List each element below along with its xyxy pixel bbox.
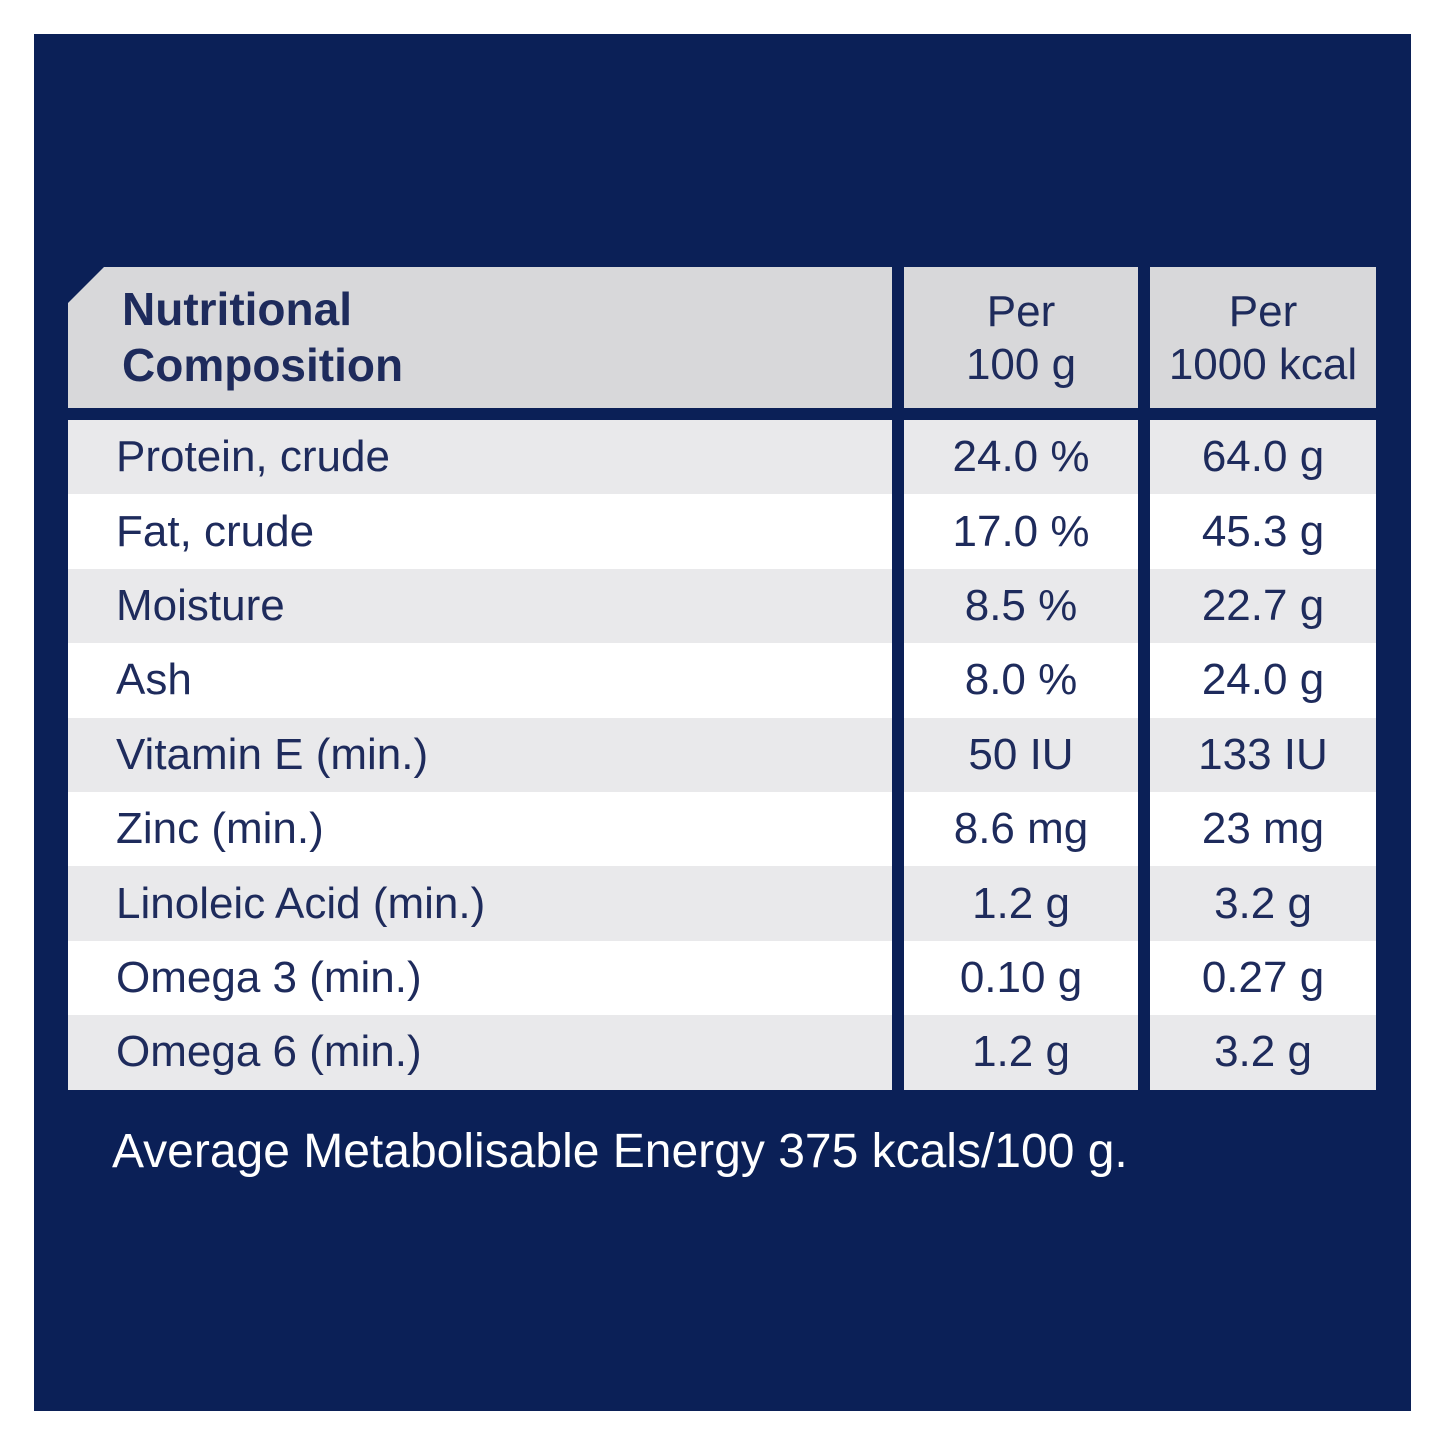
table-row-linoleic-acid: Linoleic Acid (min.) 1.2 g 3.2 g (68, 866, 1376, 941)
row-value-per-1000kcal: 23 mg (1150, 791, 1376, 867)
row-label: Zinc (min.) (68, 791, 892, 867)
row-label: Linoleic Acid (min.) (68, 866, 892, 941)
row-label: Omega 3 (min.) (68, 940, 892, 1016)
table-row-omega-6: Omega 6 (min.) 1.2 g 3.2 g (68, 1015, 1376, 1090)
row-value-per-1000kcal: 3.2 g (1150, 866, 1376, 941)
row-value-per-100g: 1.2 g (904, 1015, 1138, 1090)
column-header-per-100g-line2: 100 g (965, 339, 1077, 389)
row-label: Moisture (68, 568, 892, 644)
row-value-per-1000kcal: 133 IU (1150, 717, 1376, 792)
row-label: Ash (68, 643, 892, 718)
row-value-per-100g: 24.0 % (904, 420, 1138, 495)
table-row-zinc: Zinc (min.) 8.6 mg 23 mg (68, 791, 1376, 867)
row-value-per-100g: 1.2 g (904, 866, 1138, 941)
row-value-per-1000kcal: 45.3 g (1150, 494, 1376, 569)
nutrition-table: Nutritional Composition Per 100 g Per 10… (68, 267, 1376, 1090)
row-value-per-100g: 50 IU (904, 717, 1138, 792)
column-header-per-100g-line1: Per (986, 286, 1056, 336)
row-value-per-100g: 8.6 mg (904, 791, 1138, 867)
column-header-per-1000kcal-line2: 1000 kcal (1168, 339, 1358, 389)
column-header-per-1000kcal-line1: Per (1228, 286, 1298, 336)
row-value-per-100g: 17.0 % (904, 494, 1138, 569)
column-header-per-1000kcal: Per 1000 kcal (1150, 267, 1376, 408)
table-row-ash: Ash 8.0 % 24.0 g (68, 643, 1376, 718)
metabolisable-energy-note: Average Metabolisable Energy 375 kcals/1… (112, 1125, 1128, 1178)
table-title: Nutritional Composition (68, 267, 892, 408)
row-value-per-1000kcal: 24.0 g (1150, 643, 1376, 718)
table-row-protein: Protein, crude 24.0 % 64.0 g (68, 420, 1376, 495)
table-row-vitamin-e: Vitamin E (min.) 50 IU 133 IU (68, 717, 1376, 792)
row-value-per-1000kcal: 64.0 g (1150, 420, 1376, 495)
row-value-per-1000kcal: 0.27 g (1150, 940, 1376, 1016)
row-value-per-100g: 0.10 g (904, 940, 1138, 1016)
row-value-per-1000kcal: 22.7 g (1150, 568, 1376, 644)
row-label: Fat, crude (68, 494, 892, 569)
table-title-line1: Nutritional (122, 283, 352, 335)
table-row-moisture: Moisture 8.5 % 22.7 g (68, 568, 1376, 644)
table-header-row: Nutritional Composition Per 100 g Per 10… (68, 267, 1376, 408)
table-row-omega-3: Omega 3 (min.) 0.10 g 0.27 g (68, 940, 1376, 1016)
row-value-per-1000kcal: 3.2 g (1150, 1015, 1376, 1090)
row-value-per-100g: 8.0 % (904, 643, 1138, 718)
column-header-per-100g: Per 100 g (904, 267, 1138, 408)
row-value-per-100g: 8.5 % (904, 568, 1138, 644)
row-label: Protein, crude (68, 420, 892, 495)
table-row-fat: Fat, crude 17.0 % 45.3 g (68, 494, 1376, 569)
row-label: Vitamin E (min.) (68, 717, 892, 792)
navy-panel: Nutritional Composition Per 100 g Per 10… (34, 34, 1411, 1411)
table-title-line2: Composition (122, 339, 404, 391)
row-label: Omega 6 (min.) (68, 1015, 892, 1090)
